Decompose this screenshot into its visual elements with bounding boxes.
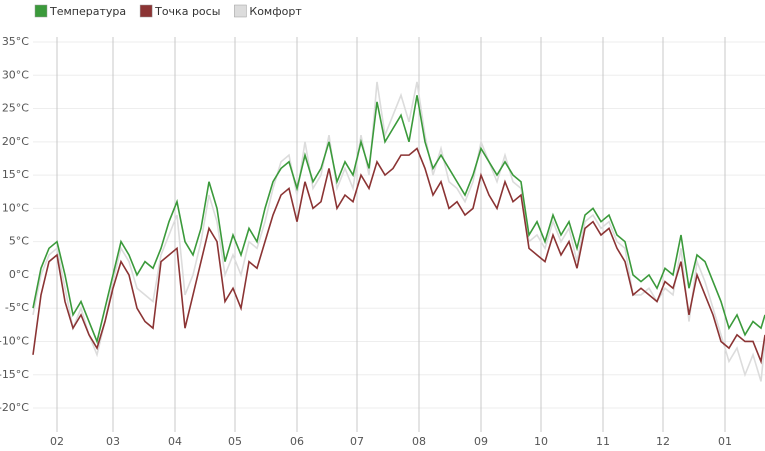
legend-swatch <box>234 4 247 18</box>
x-tick-label: 06 <box>290 435 304 448</box>
y-tick-label: 15°C <box>2 168 29 181</box>
y-tick-label: 0°C <box>9 268 29 281</box>
y-tick-label: -15°C <box>0 368 29 381</box>
y-tick-label: 20°C <box>2 135 29 148</box>
series-line <box>32 81 765 382</box>
legend-label: Точка росы <box>154 5 220 18</box>
x-tick-label: 08 <box>412 435 426 448</box>
legend-label: Температура <box>49 5 126 18</box>
x-tick-label: 11 <box>596 435 610 448</box>
legend-swatch <box>34 4 48 18</box>
legend-label: Комфорт <box>249 5 302 18</box>
y-tick-label: 5°C <box>9 235 29 248</box>
x-tick-label: 02 <box>50 435 64 448</box>
y-tick-label: 25°C <box>2 102 29 115</box>
y-tick-label: -20°C <box>0 401 29 414</box>
y-tick-label: 10°C <box>2 201 29 214</box>
series-line <box>32 95 765 345</box>
x-tick-label: 12 <box>656 435 670 448</box>
x-tick-label: 09 <box>474 435 488 448</box>
y-tick-label: -10°C <box>0 334 29 347</box>
legend: Температура Точка росы Комфорт <box>34 4 302 18</box>
y-tick-label: 30°C <box>2 68 29 81</box>
x-tick-label: 04 <box>168 435 182 448</box>
x-tick-label: 05 <box>228 435 242 448</box>
x-tick-label: 10 <box>534 435 548 448</box>
x-tick-label: 03 <box>106 435 120 448</box>
x-tick-label: 01 <box>718 435 732 448</box>
series-line <box>32 147 765 365</box>
legend-swatch <box>139 4 153 18</box>
x-tick-label: 07 <box>350 435 364 448</box>
y-tick-label: 35°C <box>2 35 29 48</box>
y-tick-label: -5°C <box>5 301 29 314</box>
